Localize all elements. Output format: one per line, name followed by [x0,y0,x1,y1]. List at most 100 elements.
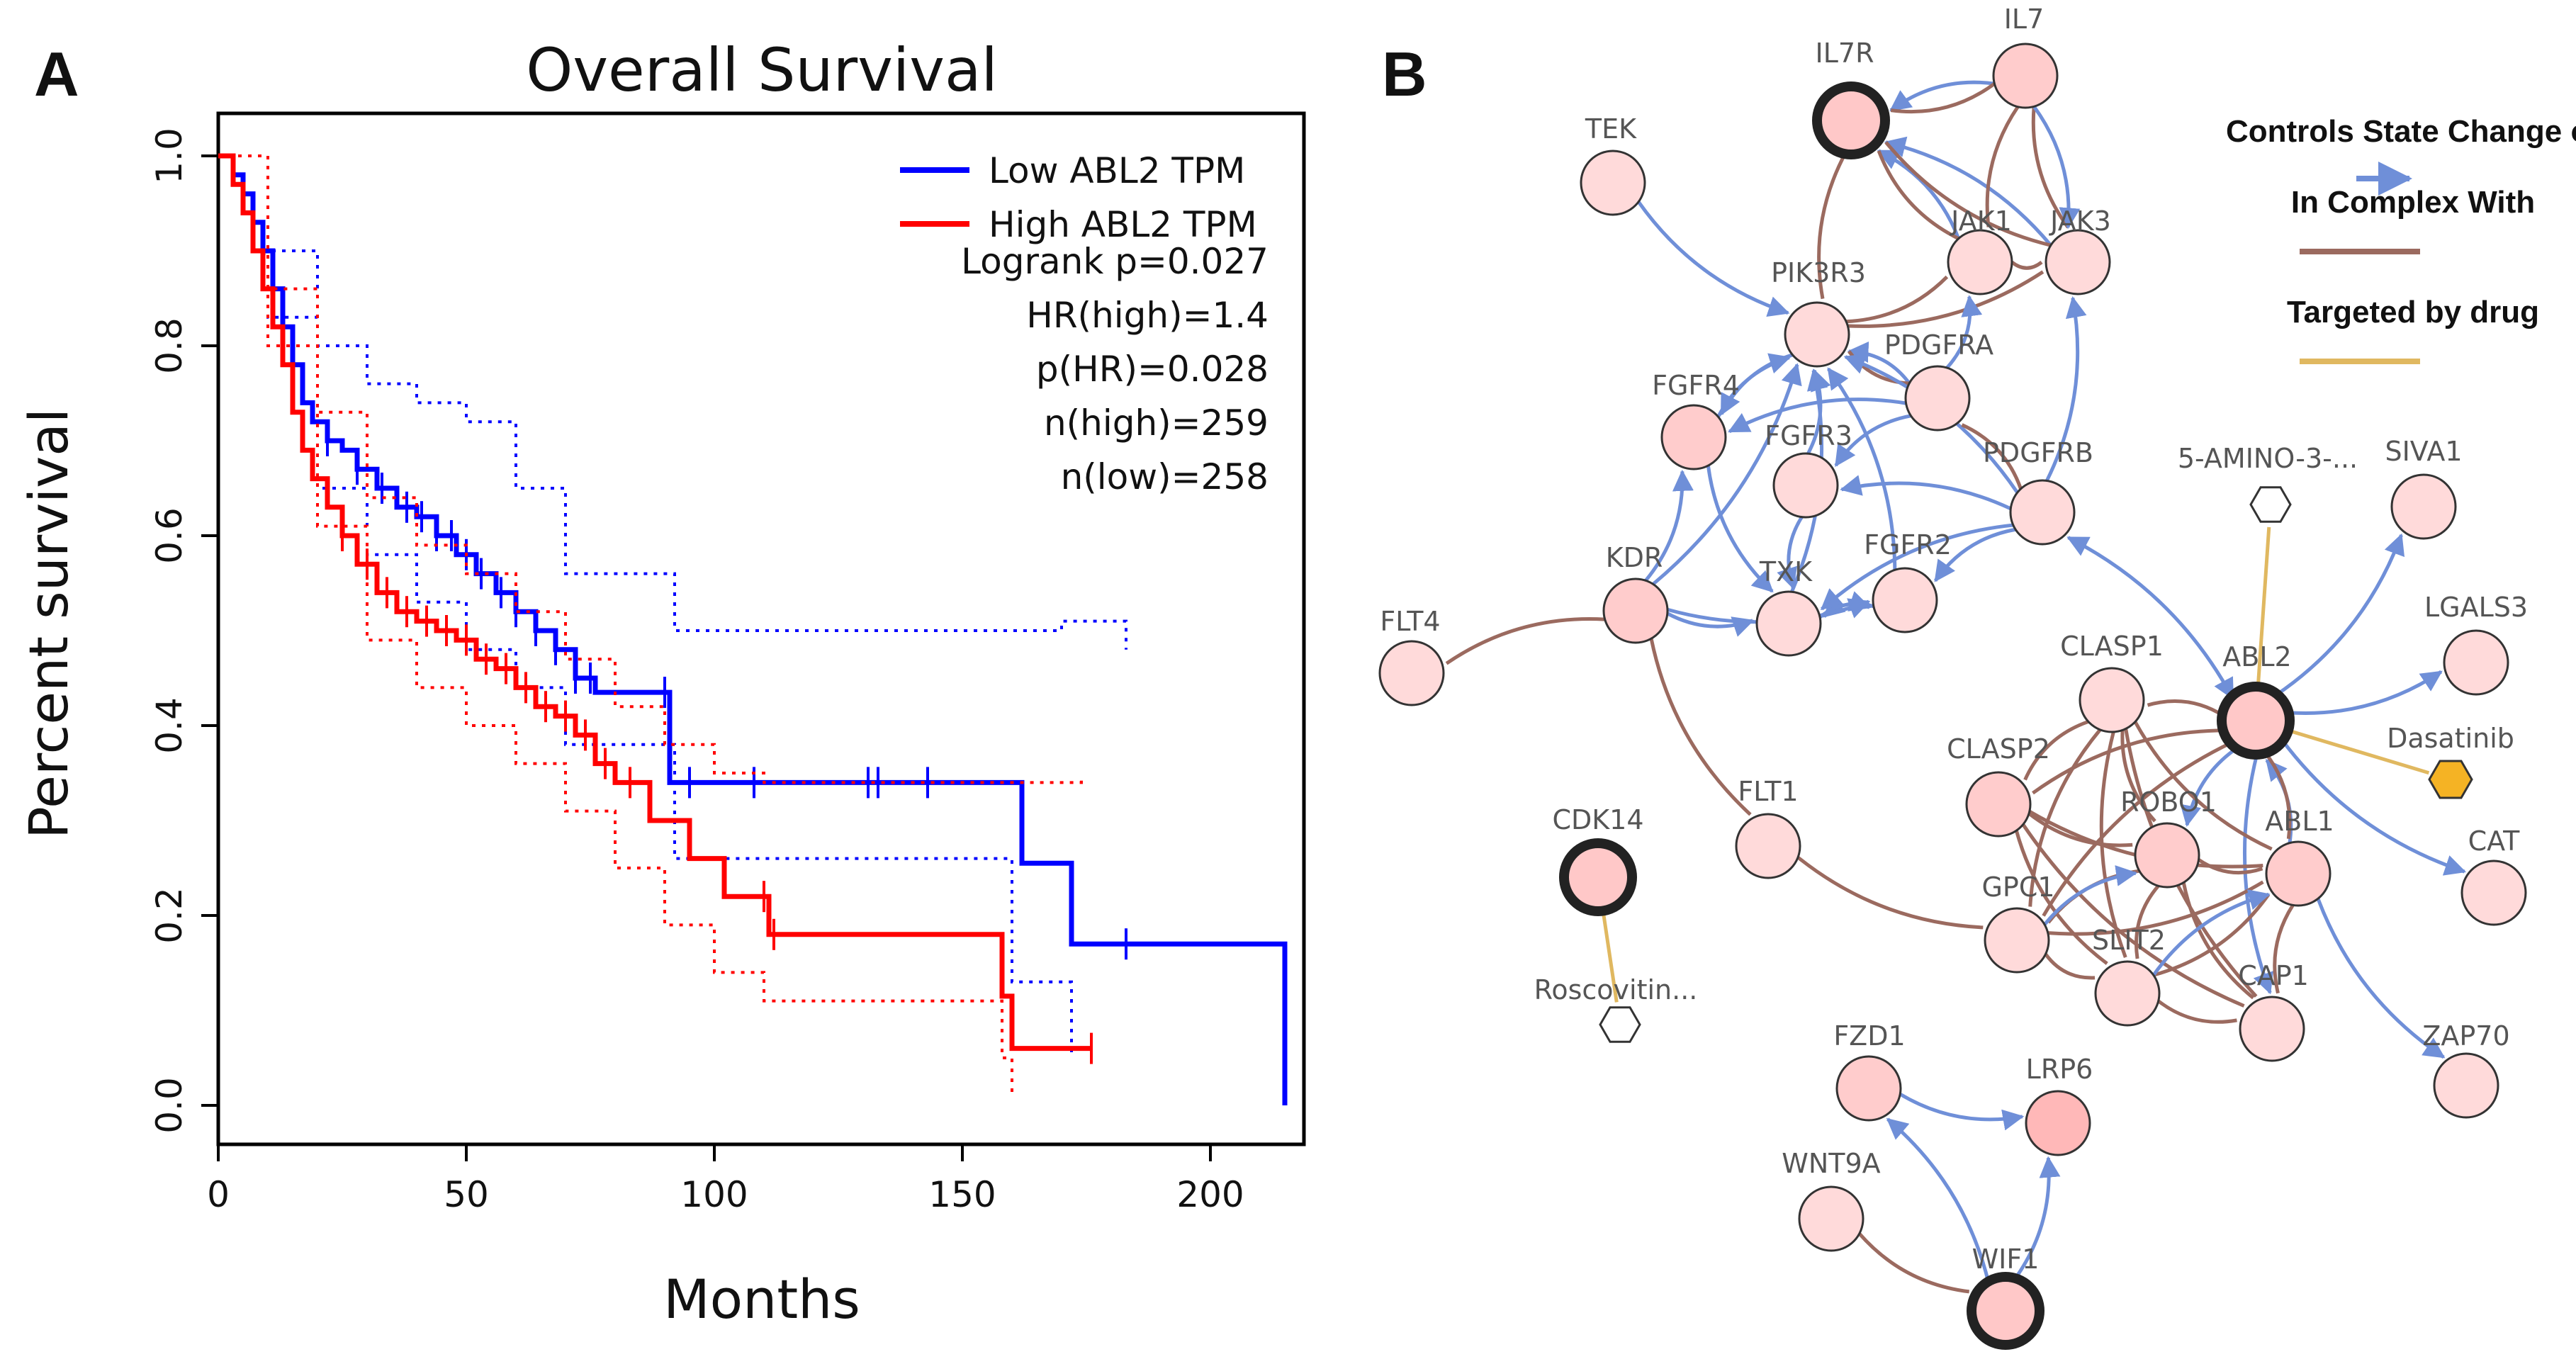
km-low-survival-line [218,153,1288,1105]
edge-complex-il7r-pik3r3 [1817,151,1848,300]
node-tek-circle [1580,150,1646,216]
node-pik3r3-circle [1784,301,1850,368]
edge-drug-abl2-dasatinib [2285,728,2430,775]
node-fgfr3-label: FGFR3 [1765,420,1852,451]
km-high-survival-line [218,153,1091,1052]
node-robo1-circle [2134,822,2200,889]
edge-state-fgfr4-pik3r3 [1716,353,1792,418]
km-y-tick-label: 0.4 [149,697,190,754]
edge-complex-pdgfrb-pdgfra [1961,423,2023,490]
edge-complex-il7-il7r [1890,82,1996,114]
edge-state-tek-pik3r3 [1637,201,1790,317]
edge-complex-flt1-gpc1 [1796,855,1984,930]
node-gpc1-circle [1984,907,2050,974]
edge-state-wif1-fzd1 [1886,1117,1991,1285]
km-y-tick-label: 0.6 [149,507,190,564]
node-roscovitine-hexagon [1599,1006,1641,1043]
network-legend: Controls State Change of In Complex With T… [2226,114,2576,364]
edge-complex-gpc1-slit2 [2044,953,2096,980]
edge-state-pdgfrb-fgfr2 [1933,527,2016,582]
km-y-tick-label: 0.2 [149,887,190,944]
km-axes: 0 50 100 150 200 0.0 0.2 0.4 0.6 0.8 1.0 [149,128,1244,1215]
edge-state-il7-il7r [1889,80,1995,112]
node-5amino-hexagon [2249,486,2292,523]
km-high-lower-ci [218,154,1013,1096]
km-series-group [218,153,1288,1105]
node-jak3-label: JAK3 [2049,205,2111,237]
edge-state-jak3-il7r [1884,136,2052,247]
edge-state-pdgfra-fgfr4 [1728,398,1906,434]
node-clasp1-label: CLASP1 [2060,631,2164,662]
edge-state-abl2-cat [2280,738,2467,876]
node-cap1-label: CAP1 [2238,960,2309,991]
node-lrp6-circle [2025,1090,2091,1156]
edge-state-pdgfrb-fgfr3 [1840,475,2012,511]
edge-state-kdr-pik3r3 [1652,363,1802,586]
edge-state-fgfr3-txk [1777,516,1804,590]
edge-complex-robo1-cap1 [2181,882,2255,1000]
edge-complex-il7-jak1 [1985,106,2020,227]
edge-complex-clasp1-clasp2 [2023,720,2089,781]
node-abl1-circle [2265,840,2332,907]
node-pdgfra-label: PDGFRA [1884,329,1993,361]
node-dasatinib-label: Dasatinib [2387,723,2514,754]
node-fgfr3-circle [1772,452,1839,519]
node-il7r-label: IL7R [1816,38,1874,69]
node-siva1-circle [2390,473,2457,540]
node-lgals3-circle [2443,629,2509,696]
edge-complex-wnt9a-wif1 [1857,1232,1970,1294]
node-pik3r3-label: PIK3R3 [1771,257,1866,288]
edge-state-jak1-il7r [1877,149,1961,239]
km-legend-label: High ABL2 TPM [989,204,1257,245]
km-stat-line: p(HR)=0.028 [1036,349,1269,390]
node-zap70-circle [2433,1052,2499,1119]
edge-drug-abl2-5amino [2256,526,2271,689]
node-fgfr4-circle [1660,404,1727,470]
edge-state-wif1-lrp6 [2013,1156,2061,1282]
km-x-tick-label: 150 [928,1174,996,1215]
node-wif1-label: WIF1 [1972,1244,2040,1275]
km-y-tick-label: 1.0 [149,128,190,184]
edge-complex-jak1-jak3 [2010,260,2043,270]
node-wnt9a-label: WNT9A [1782,1148,1880,1179]
edge-complex-robo1-abl1 [2198,858,2263,874]
node-5amino-label: 5-AMINO-3-... [2178,443,2358,474]
edge-complex-robo1-slit2 [2134,884,2160,959]
edge-complex-abl2-abl1 [2263,750,2292,840]
km-y-tick-label: 0.8 [149,317,190,374]
km-legend-label: Low ABL2 TPM [989,150,1245,191]
edge-complex-pik3r3-jak3 [1847,270,2045,328]
node-il7-label: IL7 [2004,4,2045,35]
node-wif1-circle [1967,1272,2045,1350]
node-cat-circle [2460,859,2527,926]
node-flt1-circle [1735,813,1801,879]
edge-complex-abl1-cap1 [2273,904,2295,994]
network-nodes: IL7R IL7 TEK JAK1 JAK3 PIK3R3 PDGFRA FGFR4 FGFR3… [1378,4,2528,1350]
node-kdr-circle [1602,577,1669,644]
km-high-upper-ci [218,154,1083,784]
node-siva1-label: SIVA1 [2385,436,2462,467]
edge-state-abl1-zap70 [2316,898,2446,1059]
edge-state-fgfr4-txk [1706,465,1774,593]
edge-complex-jak3-il7r [1884,141,2052,247]
edge-complex-kdr-flt4 [1445,617,1605,665]
km-x-axis-label: Months [663,1268,860,1331]
node-clasp1-circle [2079,667,2145,733]
node-il7-circle [1992,43,2059,109]
km-y-axis-label: Percent survival [17,408,80,839]
edge-complex-clasp2-robo1 [2027,812,2133,847]
edge-state-abl2-robo1 [2180,745,2239,827]
node-fzd1-label: FZD1 [1833,1020,1905,1052]
node-il7r-circle [1812,81,1890,159]
node-jak1-circle [1947,229,2013,295]
node-fgfr2-label: FGFR2 [1864,529,1952,560]
node-txk-label: TXK [1759,556,1813,587]
network-legend-label: In Complex With [2291,185,2535,220]
edge-complex-kdr-flt1 [1649,638,1752,816]
edge-state-gpc1-robo1 [2043,865,2138,926]
node-jak3-circle [2045,229,2111,295]
node-wnt9a-circle [1798,1185,1864,1252]
node-roscovitine-label: Roscovitin... [1534,974,1698,1005]
panel-b-letter: B [1382,39,1427,109]
